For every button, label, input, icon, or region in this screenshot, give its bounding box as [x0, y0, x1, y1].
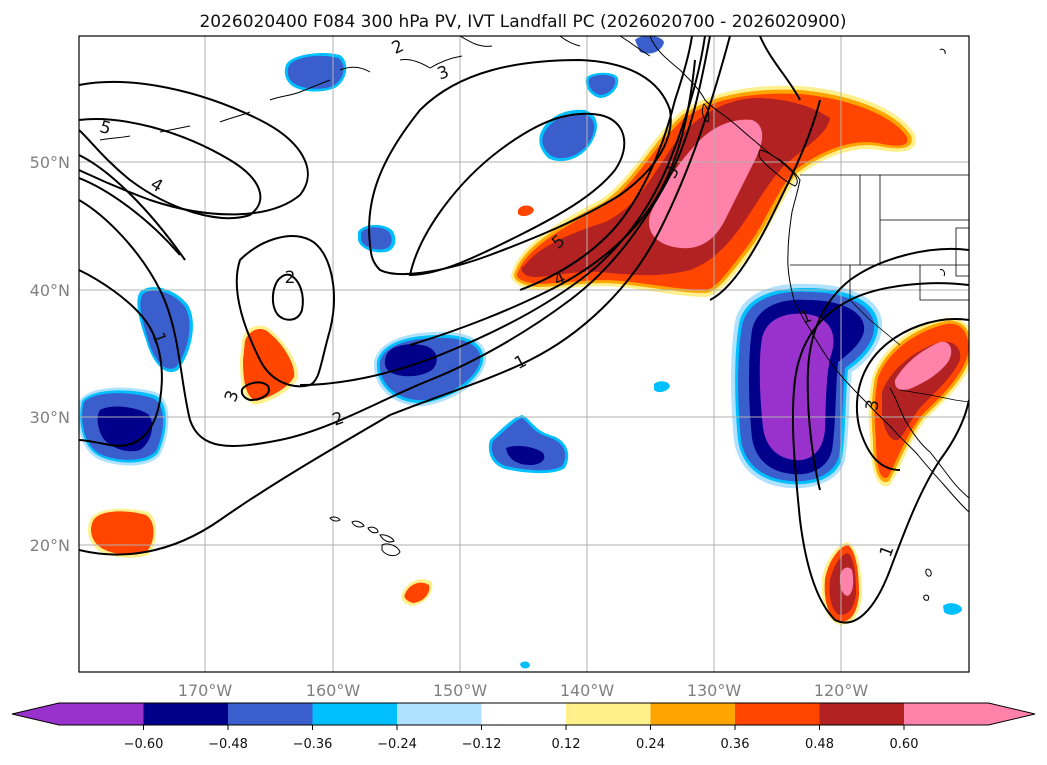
- contour-5-north-ring: [79, 80, 309, 216]
- neg-tiny-4: [943, 603, 962, 615]
- neg-region-small-4: [284, 53, 347, 92]
- contour-4-north-loop: [408, 112, 626, 277]
- political-borders: [790, 174, 969, 403]
- colorbar-segment: [481, 703, 566, 725]
- contour-label-3: 3: [862, 398, 884, 412]
- contour-1-main: [79, 36, 731, 556]
- map-frame: [78, 35, 970, 673]
- latitude-labels: 50°N 40°N 30°N 20°N: [30, 153, 70, 555]
- colorbar-segment: [735, 703, 820, 725]
- lat-label-50n: 50°N: [30, 153, 70, 172]
- pos-small-2: [518, 205, 534, 217]
- neg-tiny-3: [654, 381, 670, 393]
- contour-3-loop: [240, 381, 270, 402]
- colorbar-label: −0.12: [462, 737, 502, 752]
- lon-label-140w: 140°W: [560, 681, 615, 700]
- colorbar-extend-left: [12, 703, 59, 725]
- coastline-alaska: [99, 36, 493, 141]
- coastline-baja: [889, 387, 969, 499]
- lon-label-120w: 120°W: [814, 681, 869, 700]
- neg-tiny-5: [520, 661, 530, 669]
- contour-5-extra: [709, 36, 821, 301]
- contour-2-east: [806, 247, 969, 491]
- contour-3-north-loop: [368, 58, 672, 276]
- pos-region-mexico: [821, 542, 862, 625]
- gridlines: [79, 36, 969, 672]
- pos-region-socal: [868, 317, 969, 487]
- island-revillagigedo: [923, 594, 930, 601]
- contour-1-west: [79, 269, 163, 447]
- colorbar-segment: [143, 703, 228, 725]
- contour-1-east: [791, 282, 969, 624]
- colorbar-label: 0.48: [805, 737, 834, 752]
- contour-4-main: [79, 59, 696, 346]
- state-borders: [790, 175, 969, 346]
- longitude-labels: 170°W 160°W 150°W 140°W 130°W 120°W: [178, 681, 869, 700]
- colorbar-extend-right: [988, 703, 1035, 725]
- colorbar-label: 0.12: [552, 737, 581, 752]
- hawaii-islands: [329, 516, 401, 557]
- inland-lakes: [939, 48, 946, 277]
- neg-region-midpacific: [373, 331, 487, 407]
- lat-label-20n: 20°N: [30, 536, 70, 555]
- neg-region-small-3: [539, 109, 597, 162]
- coastline-haida-gwaii: [701, 103, 710, 123]
- colorbar-ticks: [143, 725, 905, 730]
- neg-region-california: [731, 283, 883, 489]
- coastlines: [99, 36, 969, 601]
- colorbar-label: 0.24: [636, 737, 665, 752]
- colorbar-outline: [11, 702, 1036, 726]
- colorbar-label: −0.36: [293, 737, 333, 752]
- colorbar-segment: [312, 703, 397, 725]
- colorbar-segment: [819, 703, 904, 725]
- neg-tiny-1-core: [588, 74, 616, 95]
- colorbar-segment: [904, 703, 989, 725]
- coastline-north-america: [649, 36, 969, 513]
- coastline-gulf-alaska: [559, 36, 651, 57]
- lon-label-150w: 150°W: [433, 681, 488, 700]
- pos-small-1-core: [404, 582, 430, 603]
- contour-5-east: [519, 36, 693, 291]
- colorbar-segment: [397, 703, 482, 725]
- contour-label-2: 2: [285, 268, 296, 288]
- contour-label-5: 5: [97, 117, 113, 139]
- contour-5-west: [79, 118, 262, 219]
- island-guadalupe: [925, 568, 932, 577]
- contour-2-loop: [272, 273, 304, 321]
- coastline-vancouver-island: [758, 149, 798, 187]
- colorbar-label: 0.36: [721, 737, 750, 752]
- neg-region-small-2: [488, 415, 569, 474]
- colorbar-segments: [59, 703, 989, 725]
- border-us-mexico: [899, 389, 969, 403]
- lon-label-170w: 170°W: [178, 681, 233, 700]
- colorbar-label: 0.60: [890, 737, 919, 752]
- colorbar-label: −0.48: [208, 737, 248, 752]
- neg-region-west-pacific: [79, 387, 169, 466]
- colorbar-label: −0.24: [377, 737, 417, 752]
- colorbar-segment: [650, 703, 735, 725]
- contour-2-ring: [235, 235, 335, 388]
- colorbar-segment: [566, 703, 651, 725]
- pv-contours: [79, 36, 969, 624]
- contour-3-east: [856, 318, 969, 471]
- colorbar: −0.60 −0.48 −0.36 −0.24 −0.12 0.12 0.24 …: [11, 702, 1036, 752]
- contour-2-main: [79, 36, 711, 447]
- lat-label-40n: 40°N: [30, 281, 70, 300]
- contour-3-main: [79, 36, 706, 386]
- border-box: [955, 227, 969, 277]
- lon-label-130w: 130°W: [687, 681, 742, 700]
- map-title: 2026020400 F084 300 hPa PV, IVT Landfall…: [199, 12, 846, 32]
- negative-anomaly-shading: [79, 36, 962, 669]
- neg-tiny-2: [635, 36, 664, 54]
- colorbar-segment: [59, 703, 144, 725]
- lat-label-30n: 30°N: [30, 408, 70, 427]
- lon-label-160w: 160°W: [306, 681, 361, 700]
- colorbar-segment: [228, 703, 313, 725]
- colorbar-tick-labels: −0.60 −0.48 −0.36 −0.24 −0.12 0.12 0.24 …: [124, 737, 919, 752]
- colorbar-label: −0.60: [124, 737, 164, 752]
